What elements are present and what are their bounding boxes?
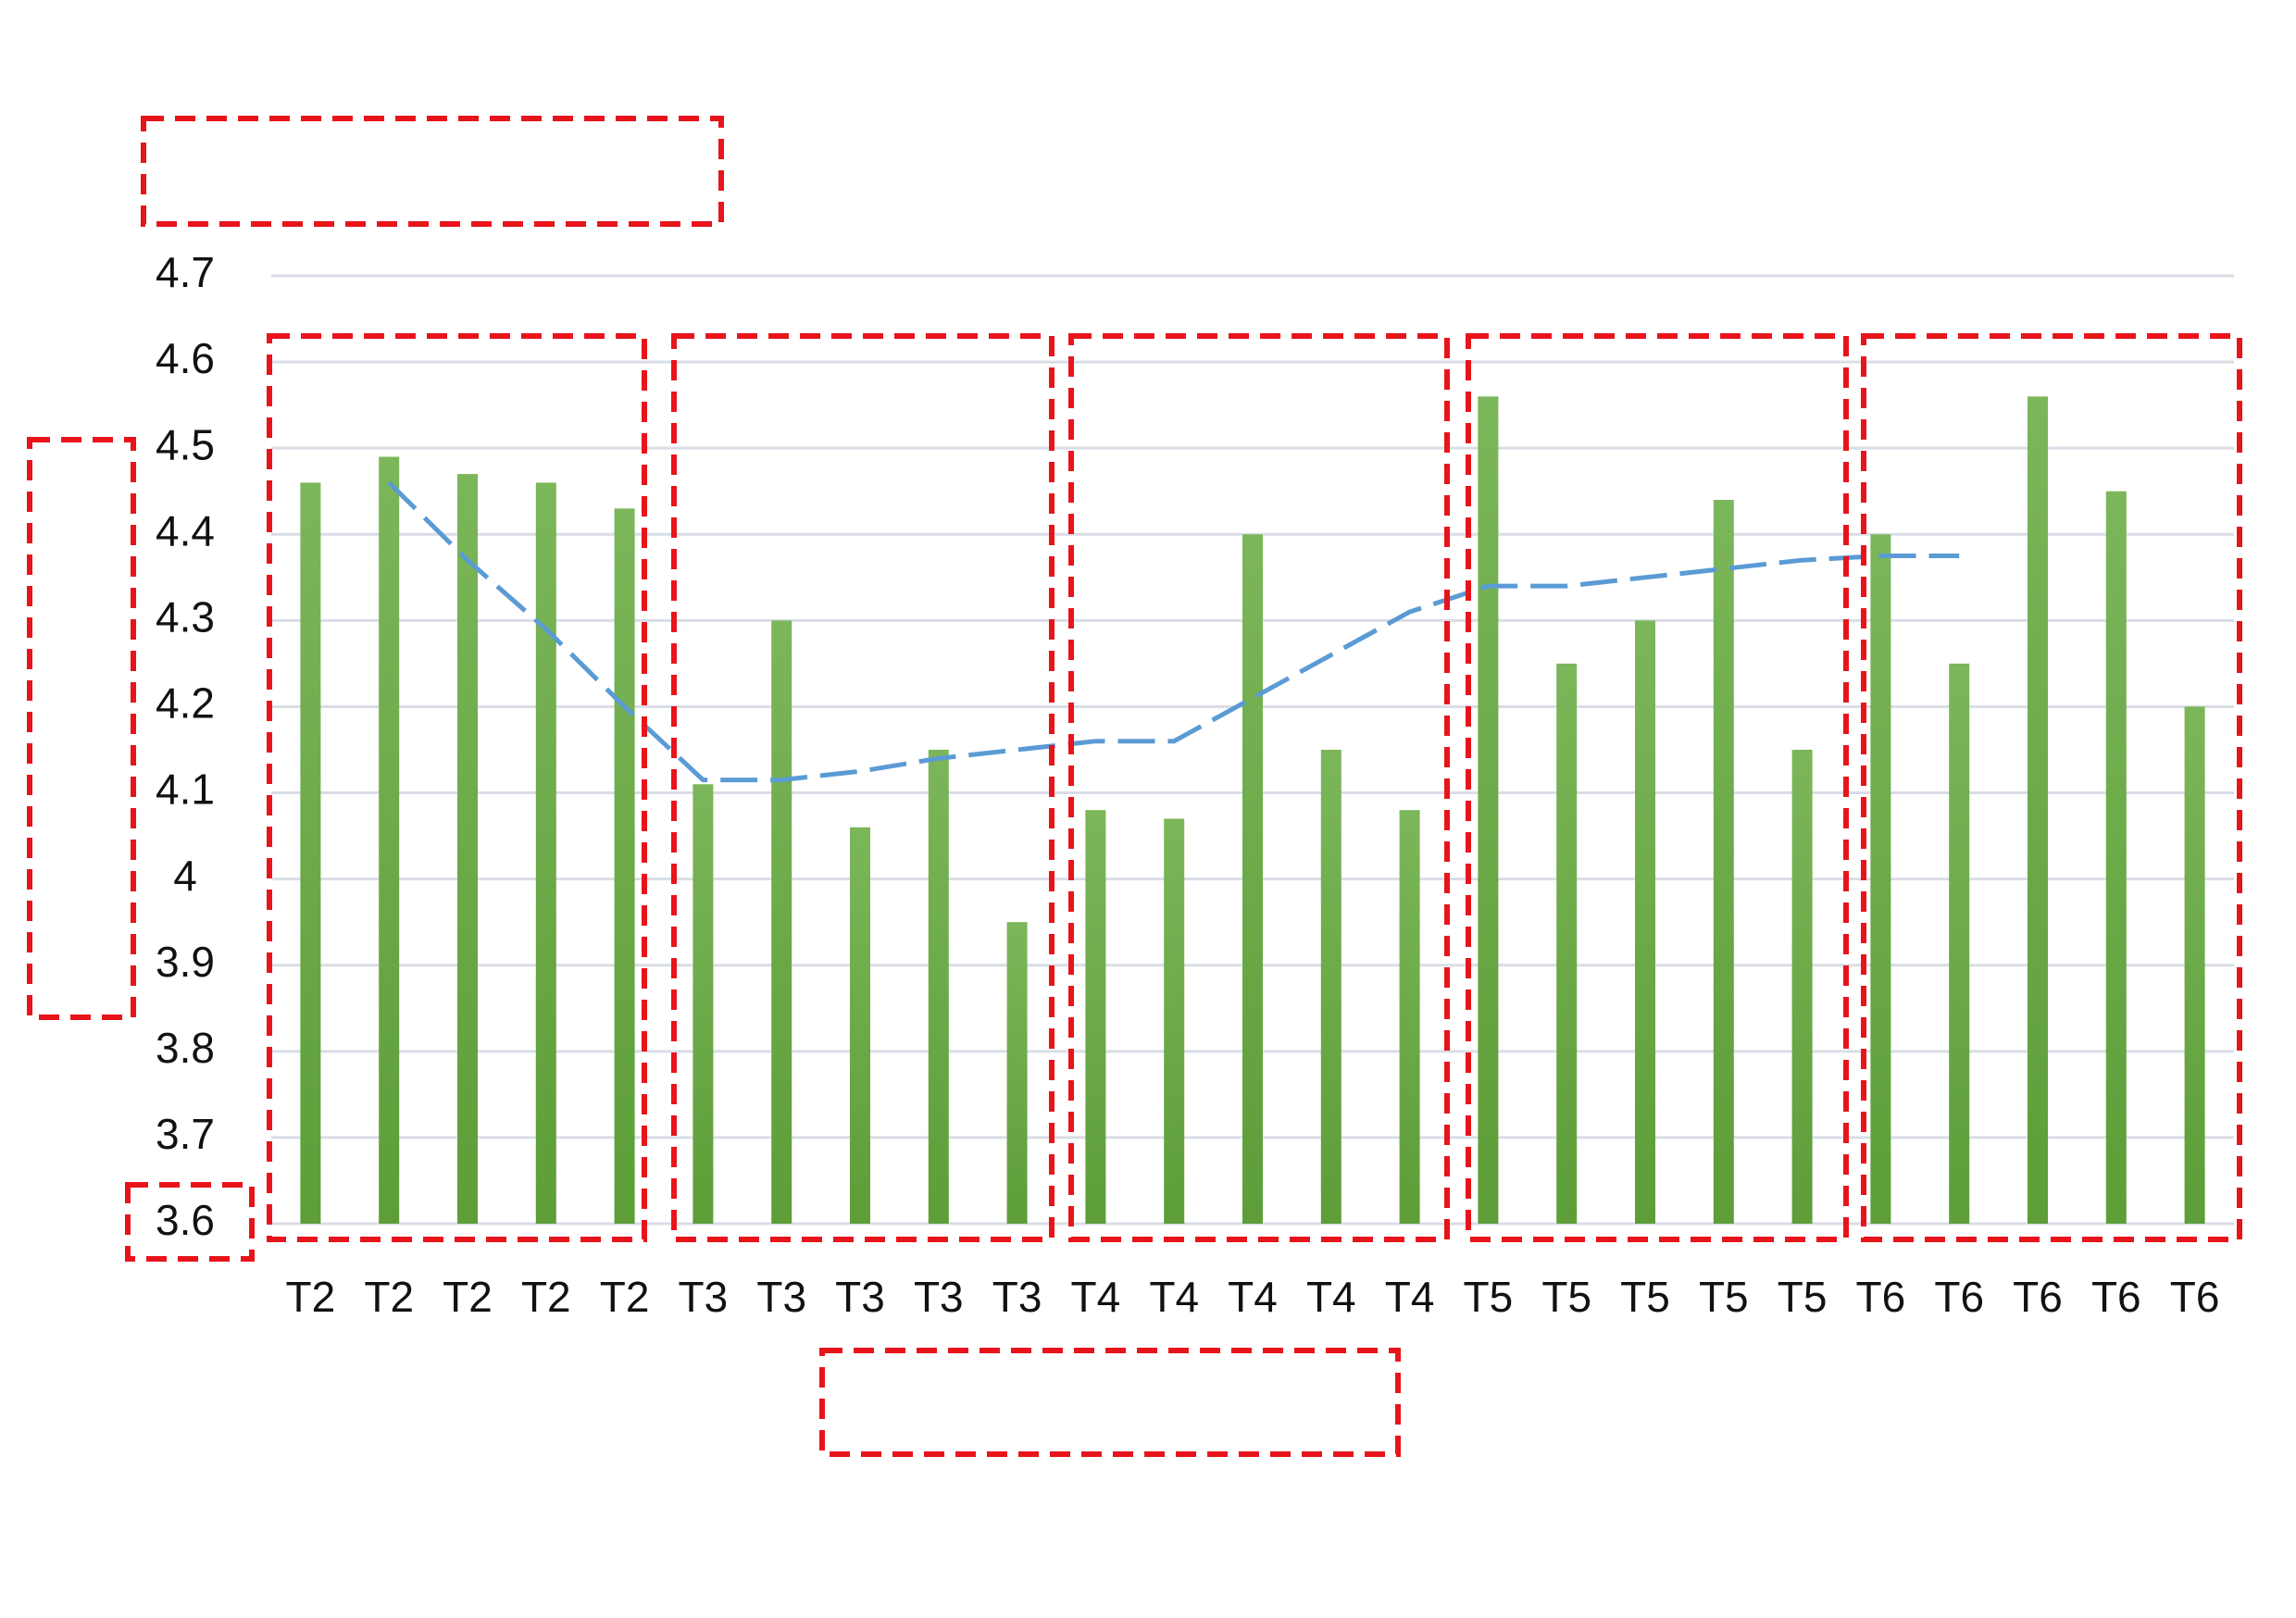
- x-tick-label: T2: [521, 1273, 571, 1321]
- x-tick-label: T4: [1228, 1273, 1278, 1321]
- bar: [300, 482, 321, 1224]
- x-tick-label: T4: [1306, 1273, 1356, 1321]
- bar: [928, 750, 949, 1224]
- x-tick-label: T5: [1620, 1273, 1670, 1321]
- group-box: [1466, 333, 1849, 1242]
- bar: [850, 827, 870, 1224]
- y-tick-label: 4.4: [156, 506, 215, 554]
- x-tick-label: T5: [1699, 1273, 1749, 1321]
- bar: [1478, 396, 1499, 1224]
- y-tick-label: 3.6: [156, 1196, 215, 1244]
- bar: [1556, 663, 1578, 1224]
- bar: [1006, 922, 1028, 1224]
- y-min-box: [125, 1182, 255, 1262]
- x-tick-label: T6: [2013, 1273, 2063, 1321]
- bar: [1713, 500, 1734, 1224]
- x-tick-label: T5: [1464, 1273, 1514, 1321]
- y-tick-label: 4.1: [156, 765, 215, 814]
- x-label-box: [819, 1348, 1401, 1457]
- x-tick-label: T5: [1541, 1273, 1591, 1321]
- bar: [2184, 706, 2205, 1224]
- x-tick-label: T3: [992, 1273, 1042, 1321]
- x-tick-label: T4: [1149, 1273, 1199, 1321]
- x-tick-label: T5: [1778, 1273, 1828, 1321]
- title-box: [141, 116, 724, 227]
- bar: [1085, 810, 1106, 1224]
- trend-line: [387, 480, 1960, 783]
- x-tick-label: T4: [1071, 1273, 1121, 1321]
- y-tick-label: 4.6: [156, 334, 215, 382]
- y-tick-label: 3.8: [156, 1024, 215, 1072]
- x-tick-label: T2: [364, 1273, 414, 1321]
- bar: [1791, 750, 1813, 1224]
- bar: [1949, 663, 1970, 1224]
- x-tick-label: T3: [835, 1273, 885, 1321]
- group-box: [671, 333, 1054, 1242]
- x-tick-label: T6: [1934, 1273, 1984, 1321]
- x-tick-label: T6: [2091, 1273, 2141, 1321]
- y-tick-label: 4.2: [156, 679, 215, 728]
- x-tick-label: T3: [679, 1273, 729, 1321]
- x-tick-label: T2: [443, 1273, 493, 1321]
- y-label-box: [27, 437, 136, 1020]
- y-tick-label: 4.5: [156, 420, 215, 468]
- plot-area: 3.6 3.7 3.8 3.9 4 4.1 4.2 4.3 4.4 4.5 4.6 4.7 T2 T2 T2…: [156, 248, 2234, 1321]
- bar: [1164, 818, 1185, 1224]
- bar: [614, 508, 635, 1224]
- x-tick-label: T2: [600, 1273, 650, 1321]
- y-tick-label: 4.7: [156, 248, 215, 296]
- y-tick-label: 4: [173, 852, 197, 900]
- x-tick-label: T4: [1385, 1273, 1435, 1321]
- bar: [457, 474, 478, 1224]
- x-tick-label: T3: [756, 1273, 806, 1321]
- bar: [1320, 750, 1341, 1224]
- bar: [1635, 620, 1655, 1224]
- annotation-boxes: [27, 116, 2242, 1457]
- bar: [2105, 491, 2127, 1224]
- group-box: [1861, 333, 2242, 1242]
- bar: [1870, 534, 1891, 1224]
- bar: [771, 620, 792, 1224]
- bar: [2028, 396, 2048, 1224]
- group-box: [1068, 333, 1450, 1242]
- x-tick-label: T2: [286, 1273, 336, 1321]
- bar: [535, 482, 556, 1224]
- y-tick-label: 3.9: [156, 938, 215, 986]
- bar: [1242, 534, 1263, 1224]
- x-tick-label: T3: [914, 1273, 964, 1321]
- y-tick-label: 3.7: [156, 1110, 215, 1158]
- x-tick-label: T6: [1856, 1273, 1906, 1321]
- bar: [693, 784, 714, 1224]
- bar: [1399, 810, 1420, 1224]
- group-box: [267, 333, 647, 1242]
- x-tick-label: T6: [2170, 1273, 2220, 1321]
- y-tick-label: 4.3: [156, 593, 215, 641]
- bar: [379, 456, 400, 1224]
